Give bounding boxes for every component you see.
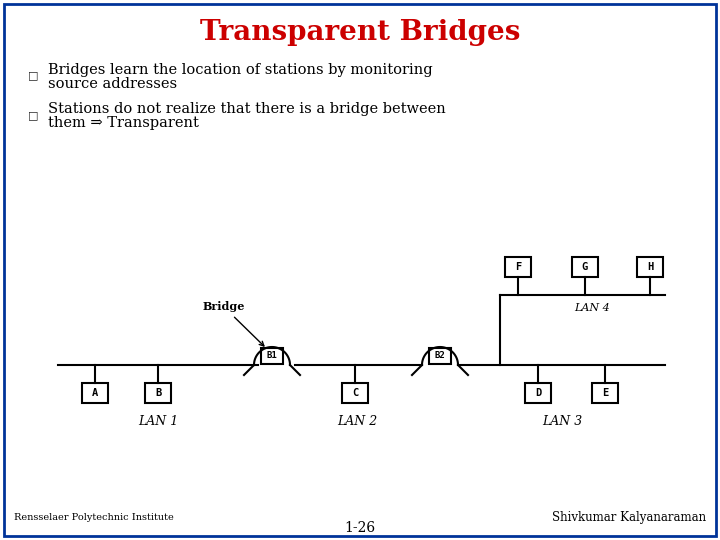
FancyBboxPatch shape xyxy=(145,383,171,403)
FancyBboxPatch shape xyxy=(342,383,368,403)
Text: source addresses: source addresses xyxy=(48,77,177,91)
Text: LAN 3: LAN 3 xyxy=(542,415,582,428)
Text: F: F xyxy=(515,262,521,272)
FancyBboxPatch shape xyxy=(82,383,108,403)
Text: Bridge: Bridge xyxy=(203,301,264,346)
Text: LAN 4: LAN 4 xyxy=(575,303,611,313)
Text: D: D xyxy=(535,388,541,398)
Text: LAN 1: LAN 1 xyxy=(138,415,178,428)
FancyBboxPatch shape xyxy=(261,348,283,364)
Text: C: C xyxy=(352,388,358,398)
FancyBboxPatch shape xyxy=(505,257,531,277)
Text: B1: B1 xyxy=(266,352,277,361)
Text: Shivkumar Kalyanaraman: Shivkumar Kalyanaraman xyxy=(552,511,706,524)
Text: □: □ xyxy=(28,110,38,120)
FancyBboxPatch shape xyxy=(572,257,598,277)
Text: B2: B2 xyxy=(435,352,446,361)
FancyBboxPatch shape xyxy=(592,383,618,403)
Text: LAN 2: LAN 2 xyxy=(338,415,377,428)
Text: A: A xyxy=(92,388,98,398)
Text: Rensselaer Polytechnic Institute: Rensselaer Polytechnic Institute xyxy=(14,514,174,523)
Text: Bridges learn the location of stations by monitoring: Bridges learn the location of stations b… xyxy=(48,63,433,77)
Text: Stations do not realize that there is a bridge between: Stations do not realize that there is a … xyxy=(48,102,446,116)
Text: E: E xyxy=(602,388,608,398)
Text: B: B xyxy=(155,388,161,398)
Text: □: □ xyxy=(28,70,38,80)
FancyBboxPatch shape xyxy=(429,348,451,364)
Text: H: H xyxy=(647,262,653,272)
Text: them ⇒ Transparent: them ⇒ Transparent xyxy=(48,116,199,130)
Text: Transparent Bridges: Transparent Bridges xyxy=(200,18,520,45)
Text: 1-26: 1-26 xyxy=(344,521,376,535)
Text: G: G xyxy=(582,262,588,272)
FancyBboxPatch shape xyxy=(525,383,551,403)
FancyBboxPatch shape xyxy=(637,257,663,277)
